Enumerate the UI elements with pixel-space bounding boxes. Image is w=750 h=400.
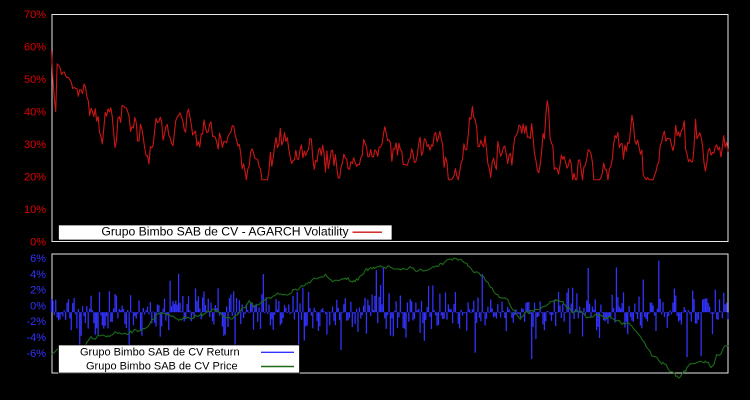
svg-text:70%: 70% xyxy=(24,9,46,21)
svg-text:Grupo Bimbo SAB de CV - AGARCH: Grupo Bimbo SAB de CV - AGARCH Volatilit… xyxy=(101,225,349,239)
svg-text:10%: 10% xyxy=(24,204,46,216)
svg-text:0%: 0% xyxy=(30,300,46,312)
svg-text:-6%: -6% xyxy=(26,348,46,360)
svg-text:20%: 20% xyxy=(24,171,46,183)
svg-text:0%: 0% xyxy=(30,236,46,248)
svg-text:-2%: -2% xyxy=(26,316,46,328)
svg-text:40%: 40% xyxy=(24,106,46,118)
svg-text:Grupo Bimbo SAB de CV Return: Grupo Bimbo SAB de CV Return xyxy=(80,347,240,359)
svg-text:2%: 2% xyxy=(30,285,46,297)
svg-text:4%: 4% xyxy=(30,269,46,281)
svg-text:60%: 60% xyxy=(24,42,46,54)
svg-text:Grupo Bimbo SAB de CV Price: Grupo Bimbo SAB de CV Price xyxy=(86,361,238,373)
svg-text:30%: 30% xyxy=(24,139,46,151)
svg-text:-4%: -4% xyxy=(26,332,46,344)
svg-text:50%: 50% xyxy=(24,74,46,86)
svg-text:6%: 6% xyxy=(30,253,46,265)
